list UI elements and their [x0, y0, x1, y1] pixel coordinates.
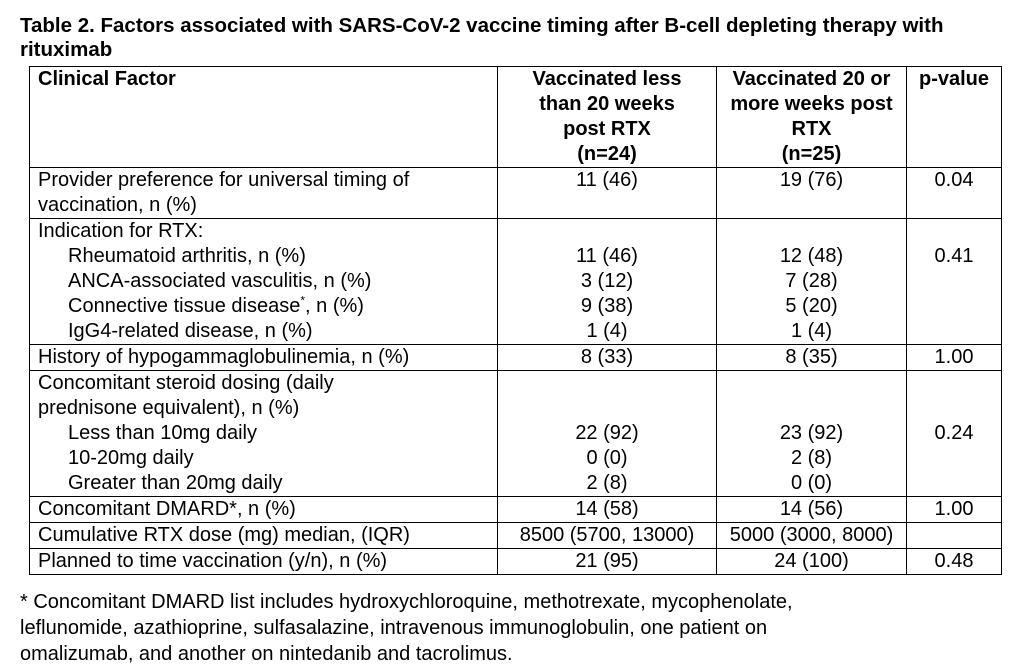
cell-values: 22 (92) 0 (0) 2 (8) [497, 370, 717, 497]
blank-line [915, 219, 993, 244]
cell-p-value: 1.00 [906, 344, 1002, 371]
row-label: Cumulative RTX dose (mg) median, (IQR) [29, 522, 498, 549]
header-col1-line: than 20 weeks [539, 93, 675, 115]
label-line: vaccination, n (%) [38, 194, 197, 216]
header-row: Clinical Factor Vaccinated less than 20 … [29, 66, 1002, 168]
sub-label: IgG4-related disease, n (%) [68, 320, 313, 342]
cell-values: 12 (48) 7 (28) 5 (20) 1 (4) [716, 218, 907, 345]
label-line: Provider preference for universal timing… [38, 169, 410, 191]
sub-label-tail: , n (%) [305, 295, 364, 317]
footnote-line: leflunomide, azathioprine, sulfasalazine… [20, 617, 768, 639]
cell-value: 14 (56) [716, 496, 907, 523]
cell-value: 0 (0) [586, 447, 628, 469]
blank-line [506, 371, 708, 396]
cell-value: 11 (46) [576, 245, 638, 267]
cell-value: 7 (28) [785, 270, 838, 292]
group-label: prednisone equivalent), n (%) [38, 397, 300, 419]
table-row: Concomitant DMARD*, n (%) 14 (58) 14 (56… [29, 496, 1002, 523]
cell-value: 3 (12) [580, 270, 634, 292]
table-row: Concomitant steroid dosing (daily predni… [29, 370, 1002, 497]
footnote-marker: * [300, 293, 306, 308]
footnote-line: * Concomitant DMARD list includes hydrox… [20, 591, 793, 613]
sub-label: Connective tissue disease*, n (%) [38, 294, 489, 319]
cell-value: 9 (38) [580, 295, 634, 317]
header-col1-line: (n=24) [577, 143, 637, 165]
blank-line [506, 219, 708, 244]
cell-values: 11 (46) 3 (12) 9 (38) 1 (4) [497, 218, 717, 345]
cell-value: 1 (4) [790, 320, 833, 342]
group-label: Indication for RTX: [38, 220, 204, 242]
blank-line [915, 396, 993, 421]
group-label: Concomitant steroid dosing (daily [38, 372, 334, 394]
cell-value: 0 (0) [790, 472, 833, 494]
row-label: Concomitant DMARD*, n (%) [29, 496, 498, 523]
header-col2-line: RTX [791, 118, 832, 140]
cell-p-value: 0.04 [906, 167, 1002, 219]
cell-value: 22 (92) [575, 422, 639, 444]
cell-value: 8500 (5700, 13000) [497, 522, 717, 549]
blank-line [915, 371, 993, 396]
sub-label: Less than 10mg daily [68, 422, 258, 444]
cell-value: 12 (48) [779, 245, 844, 267]
cell-value: 2 (8) [790, 447, 833, 469]
cell-value: 2 (8) [586, 472, 628, 494]
header-col2-line: Vaccinated 20 or [732, 68, 891, 90]
header-clinical-factor: Clinical Factor [29, 66, 498, 168]
table-title: Table 2. Factors associated with SARS-Co… [20, 14, 944, 61]
header-col2-line: more weeks post [730, 93, 893, 115]
header-vaccinated-less-20: Vaccinated less than 20 weeks post RTX (… [497, 66, 717, 168]
blank-line [506, 396, 708, 421]
blank-line [725, 219, 898, 244]
header-p-value: p-value [906, 66, 1002, 168]
blank-line [725, 396, 898, 421]
row-label: Provider preference for universal timing… [29, 167, 498, 219]
cell-value: 5 (20) [785, 295, 838, 317]
factors-table: Clinical Factor Vaccinated less than 20 … [29, 66, 1002, 575]
cell-value: 8 (33) [497, 344, 717, 371]
header-col2-line: (n=25) [781, 143, 842, 165]
cell-value: 8 (35) [716, 344, 907, 371]
cell-value: 5000 (3000, 8000) [716, 522, 907, 549]
footnote-line: omalizumab, and another on nintedanib an… [20, 643, 513, 665]
sub-label: Greater than 20mg daily [68, 472, 283, 494]
table-footnote: * Concomitant DMARD list includes hydrox… [20, 589, 1010, 667]
row-label: Indication for RTX: Rheumatoid arthritis… [29, 218, 498, 345]
table-row: History of hypogammaglobulinemia, n (%) … [29, 344, 1002, 371]
row-label: History of hypogammaglobulinemia, n (%) [29, 344, 498, 371]
blank-line [725, 371, 898, 396]
cell-value: 14 (58) [497, 496, 717, 523]
cell-p-values: 0.24 [906, 370, 1002, 497]
cell-p-value: 1.00 [906, 496, 1002, 523]
header-col1-line: Vaccinated less [532, 68, 682, 90]
header-vaccinated-20-or-more: Vaccinated 20 or more weeks post RTX (n=… [716, 66, 907, 168]
cell-value: 19 (76) [716, 167, 907, 219]
table-row: Cumulative RTX dose (mg) median, (IQR) 8… [29, 522, 1002, 549]
cell-p-value: 0.24 [934, 422, 974, 444]
cell-value: 23 (92) [779, 422, 844, 444]
sub-label: Rheumatoid arthritis, n (%) [68, 245, 306, 267]
sub-label: ANCA-associated vasculitis, n (%) [68, 270, 372, 292]
cell-value: 21 (95) [497, 548, 717, 575]
table-row: Indication for RTX: Rheumatoid arthritis… [29, 218, 1002, 345]
cell-p-value [906, 522, 1002, 549]
sub-label-text: Connective tissue disease [68, 295, 301, 317]
cell-values: 23 (92) 2 (8) 0 (0) [716, 370, 907, 497]
row-label: Concomitant steroid dosing (daily predni… [29, 370, 498, 497]
cell-p-value: 0.41 [934, 245, 974, 267]
cell-value: 24 (100) [716, 548, 907, 575]
cell-p-value: 0.48 [906, 548, 1002, 575]
table-row: Provider preference for universal timing… [29, 167, 1002, 219]
cell-p-values: 0.41 [906, 218, 1002, 345]
header-col1-line: post RTX [563, 118, 651, 140]
sub-label: 10-20mg daily [68, 447, 194, 469]
cell-value: 1 (4) [586, 320, 628, 342]
table-row: Planned to time vaccination (y/n), n (%)… [29, 548, 1002, 575]
row-label: Planned to time vaccination (y/n), n (%) [29, 548, 498, 575]
cell-value: 11 (46) [497, 167, 717, 219]
